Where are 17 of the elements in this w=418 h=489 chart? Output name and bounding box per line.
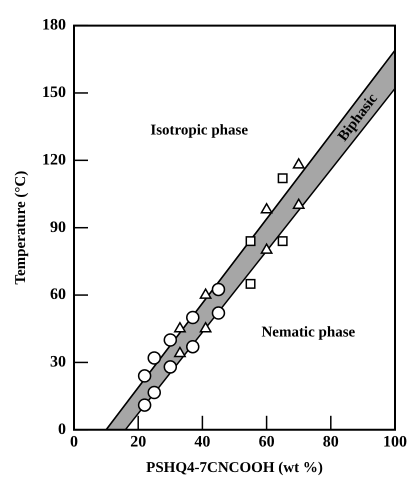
annotation: Nematic phase	[261, 324, 356, 341]
y-tick-label: 90	[50, 218, 66, 236]
x-tick-label: 60	[258, 434, 275, 451]
y-tick-label: 120	[42, 151, 66, 168]
y-tick-label: 150	[42, 84, 66, 102]
y-tick-label: 180	[42, 16, 66, 34]
x-tick-label: 20	[130, 434, 146, 451]
x-tick-label: 40	[194, 434, 210, 451]
x-axis-title: PSHQ4-7CNCOOH (wt %)	[146, 460, 323, 476]
x-tick-label: 100	[383, 434, 407, 451]
y-axis-title: Temperature (°C)	[12, 170, 29, 285]
annotation: Isotropic phase	[150, 122, 248, 139]
x-tick-label: 80	[322, 434, 339, 451]
y-tick-label: 60	[50, 286, 66, 304]
y-tick-label: 30	[50, 354, 66, 371]
x-tick-label: 0	[70, 434, 78, 451]
y-tick-label: 0	[58, 420, 66, 438]
